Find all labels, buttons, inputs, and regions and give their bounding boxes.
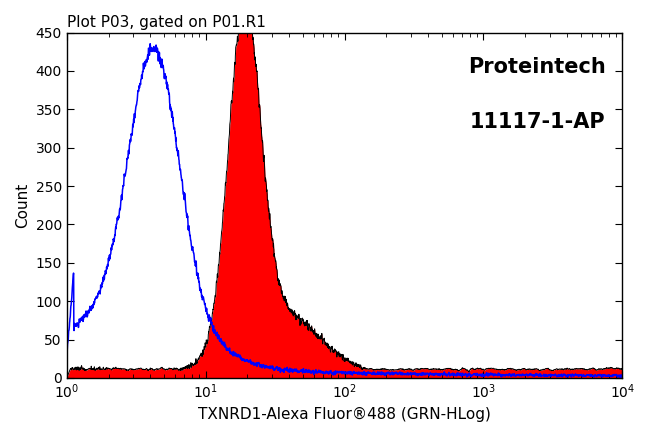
Text: Plot P03, gated on P01.R1: Plot P03, gated on P01.R1 [67,15,266,30]
X-axis label: TXNRD1-Alexa Fluor®488 (GRN-HLog): TXNRD1-Alexa Fluor®488 (GRN-HLog) [198,407,491,422]
Y-axis label: Count: Count [15,183,30,228]
Text: 11117-1-AP: 11117-1-AP [470,112,606,132]
Text: Proteintech: Proteintech [468,57,606,77]
